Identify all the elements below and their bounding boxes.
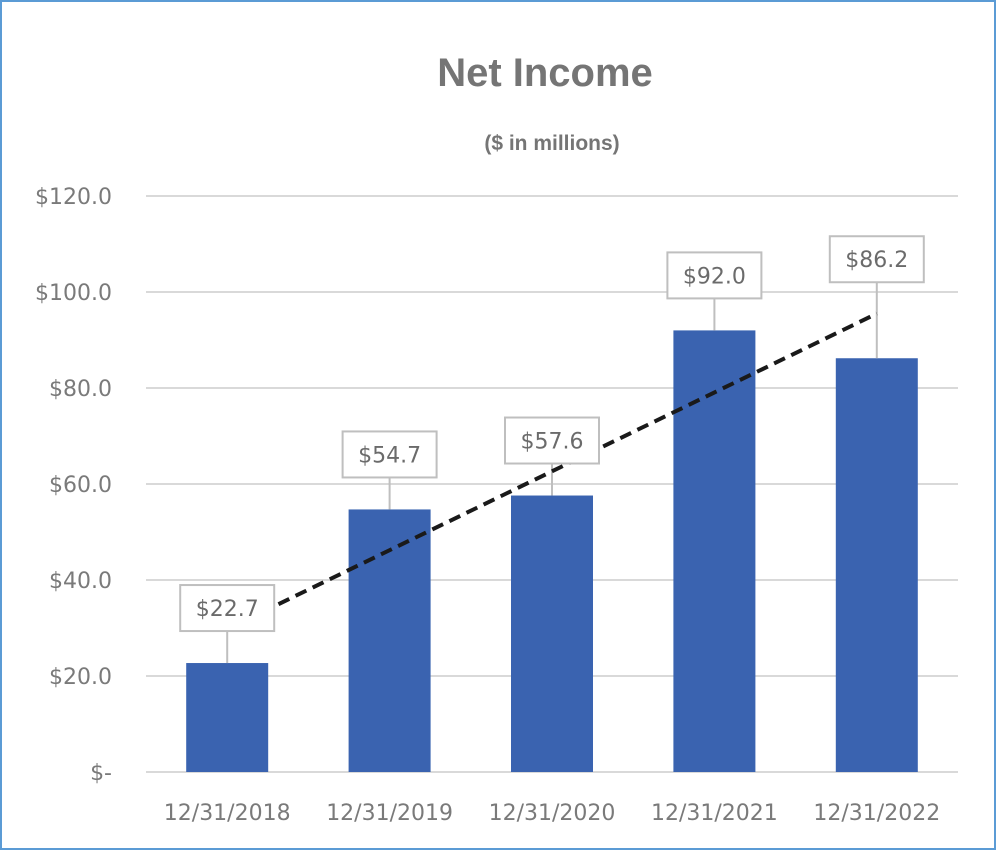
data-label: $57.6 [521, 430, 584, 455]
x-axis-ticks: 12/31/2018 12/31/2019 12/31/2020 12/31/2021… [164, 801, 940, 826]
bar [835, 358, 918, 772]
y-tick-label: $100.0 [35, 281, 112, 306]
chart-title: Net Income [437, 51, 653, 95]
bar [673, 330, 756, 772]
y-tick-label: $20.0 [49, 665, 112, 690]
x-tick-label: 12/31/2019 [326, 801, 453, 826]
data-label: $92.0 [683, 264, 746, 289]
y-tick-label: $120.0 [35, 185, 112, 210]
bar [186, 663, 269, 772]
y-tick-label: $- [90, 761, 112, 786]
y-axis-ticks: $- $20.0 $40.0 $60.0 $80.0 $100.0 $120.0 [35, 185, 112, 786]
data-label-box [179, 584, 276, 633]
x-tick-label: 12/31/2018 [164, 801, 291, 826]
label-leader-lines [226, 282, 878, 664]
x-tick-label: 12/31/2022 [813, 801, 940, 826]
trendline-group [226, 311, 878, 631]
data-label-box [504, 416, 600, 465]
data-label-box [828, 235, 925, 284]
x-tick-label: 12/31/2021 [651, 801, 778, 826]
y-tick-label: $80.0 [49, 377, 112, 402]
x-tick-label: 12/31/2020 [489, 801, 616, 826]
data-label: $86.2 [845, 248, 908, 273]
data-label-box [666, 251, 763, 300]
chart-subtitle: ($ in millions) [484, 132, 619, 155]
y-tick-label: $60.0 [49, 473, 112, 498]
data-labels: $22.7 $54.7 $57.6 $92.0 $86.2 [179, 235, 925, 633]
data-label: $22.7 [196, 597, 259, 622]
data-label-box [341, 430, 438, 479]
bars [186, 330, 918, 772]
data-label: $54.7 [358, 443, 421, 468]
gridlines [146, 195, 958, 773]
bar [348, 509, 431, 772]
bar [511, 495, 593, 772]
y-tick-label: $40.0 [49, 569, 112, 594]
trendline [226, 311, 878, 631]
